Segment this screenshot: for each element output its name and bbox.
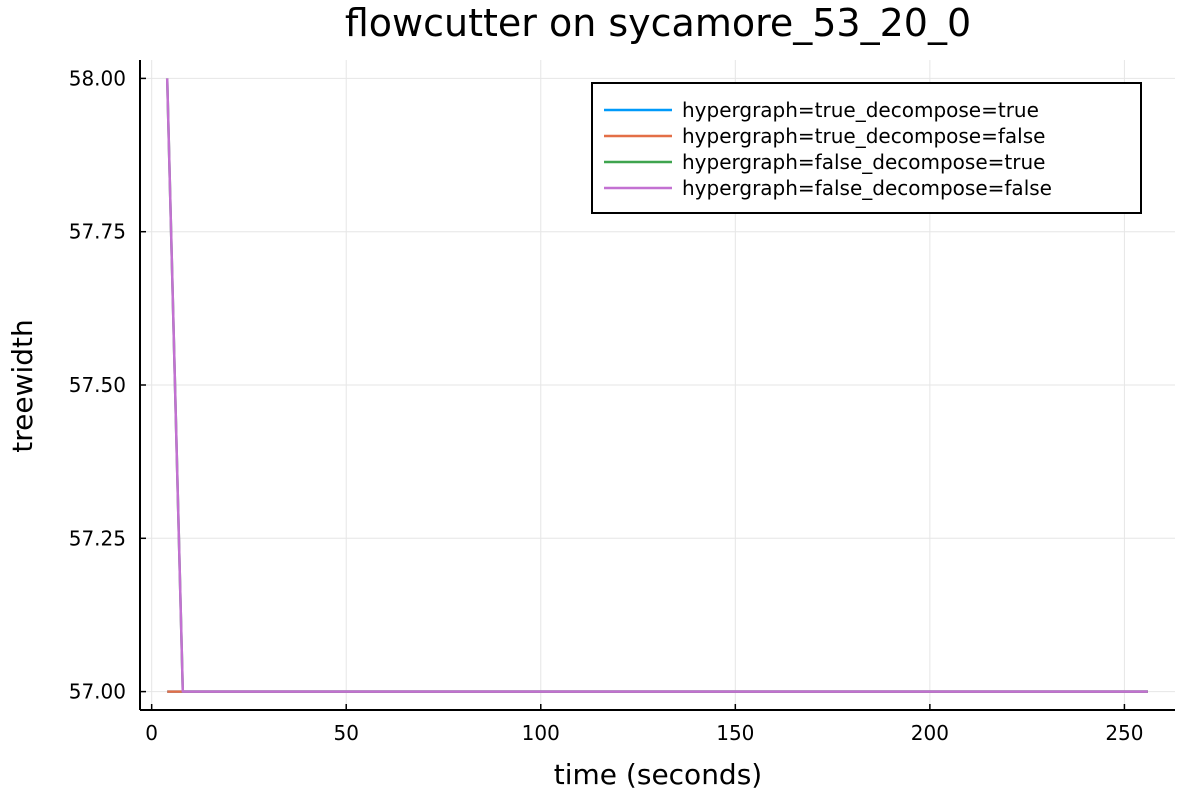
y-axis-label: treewidth — [6, 319, 39, 453]
tick-labels: 0 50 100 150 200 250 57.00 57.25 57.50 57.75 58.00 — [69, 66, 1144, 745]
y-tick-label: 57.00 — [69, 680, 126, 704]
x-axis-label: time (seconds) — [554, 758, 762, 791]
x-tick-label: 100 — [522, 721, 560, 745]
grid-lines — [140, 60, 1175, 710]
series-line-4 — [165, 78, 1148, 693]
y-tick-label: 58.00 — [69, 66, 126, 90]
y-tick-label: 57.50 — [69, 373, 126, 397]
x-tick-label: 0 — [145, 721, 158, 745]
legend: hypergraph=true_decompose=truehypergraph… — [591, 82, 1142, 214]
legend-label: hypergraph=false_decompose=true — [682, 150, 1045, 174]
x-tick-label: 150 — [716, 721, 754, 745]
y-tick-label: 57.25 — [69, 526, 126, 550]
axes — [139, 60, 1175, 711]
x-tick-label: 50 — [333, 721, 358, 745]
chart-title: flowcutter on sycamore_53_20_0 — [345, 1, 971, 45]
series-layer — [165, 78, 1148, 693]
x-tick-label: 250 — [1105, 721, 1143, 745]
y-tick-label: 57.75 — [69, 220, 126, 244]
x-tick-label: 200 — [911, 721, 949, 745]
legend-label: hypergraph=true_decompose=true — [682, 98, 1039, 122]
legend-label: hypergraph=false_decompose=false — [682, 176, 1052, 200]
legend-label: hypergraph=true_decompose=false — [682, 124, 1045, 148]
legend-box — [591, 82, 1142, 214]
